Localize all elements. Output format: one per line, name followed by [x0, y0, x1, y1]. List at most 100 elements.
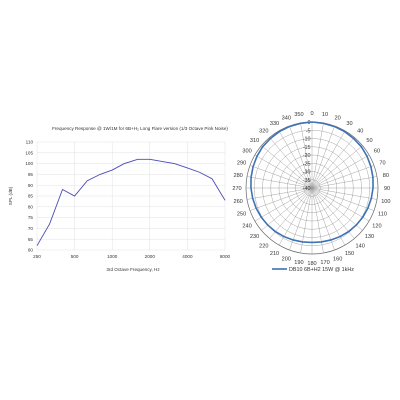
polar-spoke: [311, 187, 370, 222]
polar-angle-label: 200: [282, 256, 291, 262]
freq-y-tick-label: 80: [28, 204, 34, 209]
polar-angle-label: 40: [357, 129, 363, 135]
polar-angle-label: 140: [356, 243, 365, 249]
polar-legend: DB10 6B+H2 15W @ 1kHz: [272, 267, 354, 273]
polar-angle-label: 250: [237, 212, 246, 218]
polar-spoke: [269, 137, 313, 189]
polar-angle-label: 60: [374, 149, 380, 155]
polar-angle-label: 90: [384, 186, 390, 192]
polar-spoke: [246, 187, 313, 200]
polar-angle-label: 160: [333, 256, 342, 262]
polar-angle-label: 100: [381, 199, 390, 205]
polar-angle-label: 30: [346, 121, 352, 127]
polar-radial-label: -5: [306, 128, 311, 134]
polar-angle-label: 110: [378, 212, 387, 218]
polar-radial-label: -35: [303, 178, 311, 184]
freq-x-tick-label: 250: [33, 254, 41, 259]
polar-angle-label: 330: [270, 121, 279, 127]
freq-y-tick-label: 95: [28, 172, 34, 177]
polar-angle-label: 310: [250, 138, 259, 144]
freq-y-tick-label: 65: [28, 237, 34, 242]
polar-radial-label: -15: [303, 145, 311, 151]
freq-chart-title: Frequency Response @ 1W/1M for 6B+H₂ Lon…: [52, 126, 228, 131]
polar-spoke: [311, 130, 346, 189]
freq-x-tick-label: 8000: [220, 254, 231, 259]
freq-y-ticks: 60 65 70 75 80 85 90 95 100 105 110: [25, 140, 33, 253]
polar-angle-label: 220: [259, 243, 268, 249]
polar-angle-label: 260: [233, 199, 242, 205]
freq-x-tick-label: 2000: [145, 254, 156, 259]
polar-spoke: [311, 137, 355, 189]
polar-angle-label: 320: [259, 129, 268, 135]
freq-y-tick-label: 110: [26, 140, 34, 145]
polar-legend-label: DB10 6B+H2 15W @ 1kHz: [289, 267, 354, 273]
freq-y-tick-label: 70: [28, 226, 34, 231]
freq-y-tick-label: 105: [25, 150, 33, 155]
polar-angle-label: 120: [372, 224, 381, 230]
polar-spoke: [311, 187, 355, 239]
polar-radial-label: -25: [303, 161, 311, 167]
freq-y-axis-label: SPL (dB): [8, 186, 13, 205]
polar-radial-label: -40: [303, 186, 311, 192]
polar-spoke: [311, 154, 370, 189]
polar-angle-label: 20: [335, 116, 341, 122]
polar-angle-label: 10: [322, 112, 328, 118]
polar-spoke: [269, 187, 313, 239]
polar-angle-label: 300: [242, 149, 251, 155]
freq-y-tick-label: 100: [25, 161, 33, 166]
polar-spoke: [278, 187, 313, 246]
polar-angle-label: 80: [383, 173, 389, 179]
freq-x-ticks: 250 500 1000 2000 4000 8000: [33, 254, 230, 259]
polar-spoke: [311, 187, 375, 211]
polar-radial-label: -10: [303, 137, 311, 143]
polar-angle-label: 180: [307, 261, 316, 267]
polar-angle-label: 290: [237, 160, 246, 166]
polar-response-line: [250, 121, 374, 244]
polar-angle-label: 340: [282, 116, 291, 122]
polar-spoke: [300, 122, 313, 189]
freq-response-line: [36, 158, 226, 246]
polar-angle-label: 270: [232, 186, 241, 192]
polar-spoke: [311, 176, 378, 189]
freq-series-line: [36, 158, 226, 246]
polar-spoke: [249, 165, 313, 189]
polar-spoke: [261, 187, 313, 231]
polar-angle-label: 240: [242, 224, 251, 230]
freq-x-tick-label: 4000: [182, 254, 193, 259]
freq-grid: [36, 141, 226, 251]
polar-radial-label: -30: [303, 170, 311, 176]
polar-angle-label: 170: [320, 260, 329, 266]
freq-x-tick-label: 500: [71, 254, 79, 259]
polar-radial-label: -20: [303, 153, 311, 159]
frequency-response-chart: Frequency Response @ 1W/1M for 6B+H₂ Lon…: [8, 126, 231, 272]
freq-y-tick-label: 90: [28, 183, 34, 188]
polar-angle-label: 350: [294, 112, 303, 118]
polar-angle-label: 190: [294, 260, 303, 266]
polar-spoke: [311, 125, 335, 189]
freq-x-tick-label: 1000: [107, 254, 118, 259]
polar-spoke: [289, 125, 313, 189]
polar-spoke: [254, 154, 313, 189]
polar-spoke: [261, 145, 313, 189]
polar-spoke: [249, 187, 313, 211]
polar-spoke: [311, 165, 375, 189]
polar-spoke: [311, 122, 324, 189]
polar-spoke: [311, 145, 363, 189]
polar-grid: [245, 121, 379, 255]
polar-spoke: [254, 187, 313, 222]
polar-angle-label: 280: [233, 173, 242, 179]
polar-angle-label: 70: [379, 160, 385, 166]
polar-angle-label: 210: [270, 251, 279, 257]
polar-angle-label: 50: [366, 138, 372, 144]
polar-spoke: [311, 187, 378, 200]
polar-spoke: [278, 130, 313, 189]
polar-angle-label: 0: [310, 111, 313, 117]
freq-y-tick-label: 60: [28, 248, 34, 253]
freq-x-axis-label: 3rd Octave Frequency, Hz: [106, 267, 160, 272]
freq-y-tick-label: 75: [28, 215, 34, 220]
polar-angle-label: 150: [345, 251, 354, 257]
polar-angle-label: 230: [250, 234, 259, 240]
